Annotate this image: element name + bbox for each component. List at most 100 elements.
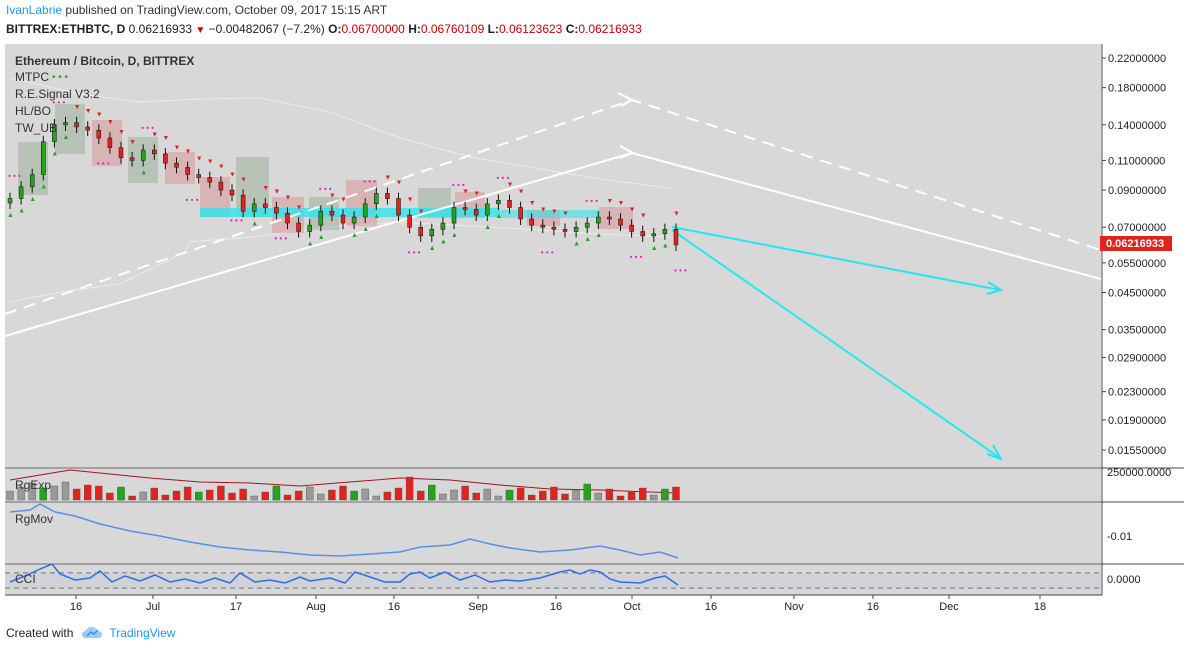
chart-area[interactable]: ▲• • •▲▲▲▲• • •▲▼▼ ▼• • •▼▼▼▲• • •▼▼▼▼• •… bbox=[0, 42, 1184, 616]
volume-bar bbox=[439, 493, 447, 501]
volume-ma-line bbox=[9, 469, 679, 494]
volume-bar bbox=[505, 489, 514, 501]
sell-signal-icon: ▼ bbox=[529, 200, 536, 207]
volume-bar bbox=[550, 486, 558, 501]
sell-signal-icon: ▼ bbox=[96, 111, 103, 118]
publish-info: IvanLabrie published on TradingView.com,… bbox=[6, 3, 387, 17]
mov-panel[interactable] bbox=[5, 503, 1101, 563]
buy-signal-icon: ▲ bbox=[351, 232, 358, 239]
close-value: 0.06216933 bbox=[578, 22, 642, 36]
volume-bar bbox=[50, 485, 59, 501]
white-arrowhead bbox=[619, 145, 636, 159]
sell-signal-icon: ▼ bbox=[240, 176, 247, 183]
sell-signal-icon: ▼ bbox=[107, 119, 114, 126]
sell-signal-icon: ▼ bbox=[340, 196, 347, 203]
sell-signal-icon: ▼ bbox=[85, 108, 92, 115]
open-label: O: bbox=[328, 22, 342, 36]
candle-body bbox=[96, 129, 102, 139]
candle-body bbox=[18, 186, 24, 199]
candle-body bbox=[374, 193, 379, 205]
candle-body bbox=[462, 207, 468, 210]
published-text: published on TradingView.com, October 09… bbox=[65, 3, 388, 17]
candle-body bbox=[407, 214, 412, 228]
mov-panel-tick: -0.01 bbox=[1107, 531, 1132, 543]
volume-bar bbox=[83, 484, 92, 501]
buy-signal-icon: ▲ bbox=[29, 196, 36, 203]
main-panel[interactable] bbox=[5, 44, 1101, 467]
candle-body bbox=[285, 212, 290, 224]
symbol: BITTREX:ETHBTC, D bbox=[6, 22, 126, 36]
pink-dot-marker: • • • bbox=[674, 266, 687, 275]
pink-dot-marker: • • • bbox=[141, 123, 154, 132]
legend-item-resignal[interactable]: R.E.Signal V3.2 bbox=[15, 87, 100, 101]
volume-panel-label: RgExp bbox=[15, 478, 51, 492]
price-tick-label: 0.11000000 bbox=[1108, 155, 1165, 167]
pink-dot-marker: • • • bbox=[230, 216, 243, 225]
buy-signal-icon: ▲ bbox=[484, 224, 491, 231]
low-value: 0.06123623 bbox=[498, 22, 563, 36]
volume-bar bbox=[494, 495, 503, 501]
author-link[interactable]: IvanLabrie bbox=[6, 3, 63, 17]
sell-signal-icon: ▼ bbox=[218, 163, 225, 170]
time-tick-label: 16 bbox=[867, 601, 879, 613]
volume-bar bbox=[450, 489, 458, 501]
sell-signal-icon: ▼ bbox=[207, 159, 214, 166]
cyan-arrowhead-2 bbox=[986, 444, 1004, 461]
candle-body bbox=[85, 126, 90, 131]
volume-bar bbox=[516, 487, 525, 501]
tradingview-cloud-icon bbox=[82, 627, 103, 638]
volume-bar bbox=[161, 494, 170, 501]
volume-bar bbox=[250, 495, 258, 501]
change-value: −0.00482067 (−7.2%) bbox=[208, 22, 325, 36]
time-tick-label: Nov bbox=[784, 601, 804, 613]
time-tick-label: 16 bbox=[70, 601, 82, 613]
volume-bar bbox=[539, 490, 547, 501]
volume-bar bbox=[639, 487, 647, 501]
volume-bar bbox=[594, 492, 602, 501]
volume-bar bbox=[61, 481, 70, 501]
buy-signal-icon: ▲ bbox=[51, 151, 58, 158]
last-price: 0.06216933 bbox=[128, 22, 193, 36]
candle-body bbox=[263, 203, 268, 208]
volume-bar bbox=[328, 489, 336, 501]
sell-signal-icon: ▼ bbox=[273, 189, 280, 196]
candle-body bbox=[251, 203, 257, 212]
sell-signal-icon: ▼ bbox=[285, 194, 292, 201]
volume-bars bbox=[6, 476, 680, 501]
volume-bar bbox=[405, 476, 414, 501]
legend-item-mtpc[interactable]: MTPC bbox=[15, 70, 49, 84]
legend-item-twub[interactable]: TW_UB bbox=[15, 121, 57, 135]
sell-signal-icon: ▼ bbox=[151, 131, 158, 138]
candle-body bbox=[274, 207, 279, 214]
time-axis[interactable]: 16 Jul 17 Aug 16 Sep 16 Oct 16 Nov 16 Dec 18 bbox=[70, 595, 1046, 613]
ohlc-bar: BITTREX:ETHBTC, D 0.06216933 ▼ −0.004820… bbox=[6, 22, 642, 36]
cyan-projection-arrow-2 bbox=[671, 229, 1001, 459]
legend-item-hlbo[interactable]: HL/BO bbox=[15, 104, 51, 118]
high-label: H: bbox=[408, 22, 421, 36]
volume-bar bbox=[561, 493, 569, 501]
volume-bar bbox=[239, 488, 247, 501]
price-axis[interactable]: 0.22000000 0.18000000 0.14000000 0.11000000… bbox=[1102, 53, 1166, 457]
price-tick-label: 0.14000000 bbox=[1108, 120, 1166, 132]
signal-markers: ▲• • •▲▲▲▲• • •▲▼▼ ▼• • •▼▼▼▲• • •▼▼▼▼• •… bbox=[7, 98, 687, 275]
buy-signal-icon: ▲ bbox=[595, 232, 602, 239]
sell-signal-icon: ▼ bbox=[562, 211, 569, 218]
open-value: 0.06700000 bbox=[341, 22, 405, 36]
pink-dot-marker: • • • bbox=[186, 196, 199, 205]
legend: Ethereum / Bitcoin, D, BITTREX MTPC R.E.… bbox=[15, 54, 194, 135]
candle-body bbox=[418, 226, 423, 237]
volume-bar bbox=[583, 483, 591, 501]
volume-bar bbox=[17, 486, 25, 501]
time-tick-label: Aug bbox=[306, 601, 326, 613]
pink-dot-marker: • • • bbox=[496, 173, 509, 182]
tradingview-link[interactable]: TradingView bbox=[109, 626, 176, 640]
volume-bar bbox=[294, 490, 303, 501]
candle-body bbox=[573, 226, 579, 232]
candle-body bbox=[63, 122, 68, 126]
volume-bar bbox=[95, 485, 103, 501]
pink-dot-marker: • • • bbox=[274, 234, 287, 243]
sell-signal-icon: ▼ bbox=[551, 208, 558, 215]
volume-bar bbox=[350, 490, 358, 501]
candle-body bbox=[163, 153, 168, 164]
pink-dot-marker: • • • bbox=[363, 177, 376, 186]
